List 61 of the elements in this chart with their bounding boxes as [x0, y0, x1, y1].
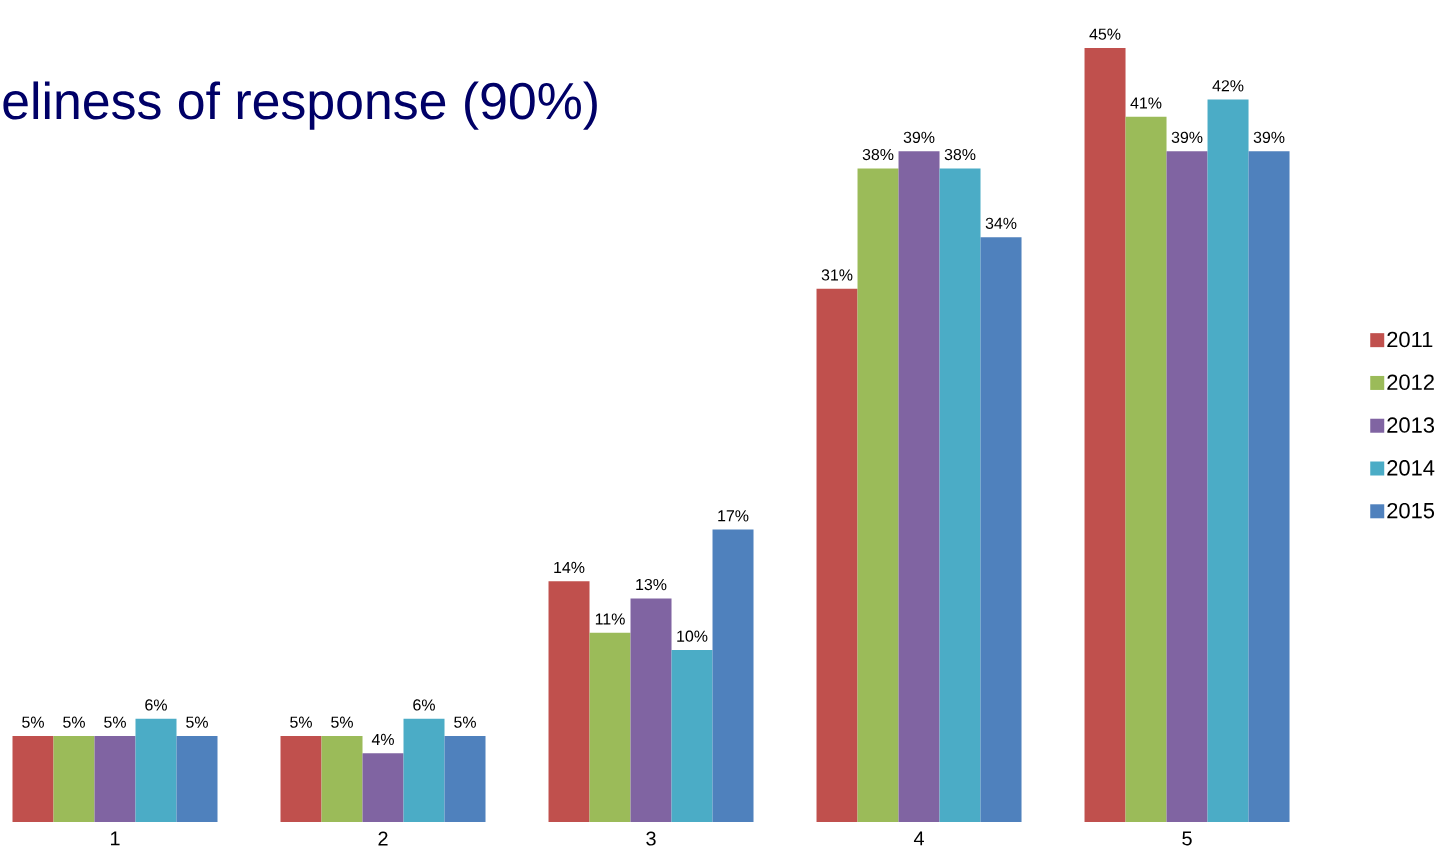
x-tick-label: 1: [110, 831, 120, 846]
data-label: 5%: [22, 716, 44, 728]
x-tick-label: 2: [378, 831, 388, 846]
bar: [671, 649, 713, 822]
data-label: 39%: [903, 131, 935, 143]
bar: [816, 288, 858, 822]
data-label: 5%: [63, 716, 85, 728]
bar: [176, 736, 218, 822]
bar: [548, 581, 590, 822]
data-label: 4%: [371, 733, 394, 745]
data-label: 45%: [1089, 28, 1121, 40]
bar: [1084, 47, 1126, 822]
data-label: 38%: [862, 148, 894, 161]
bar: [444, 736, 486, 822]
bar: [589, 632, 631, 822]
data-label: 13%: [636, 578, 667, 591]
legend-label: 2013: [1387, 417, 1435, 433]
bar: [53, 736, 95, 822]
bar: [321, 736, 363, 822]
data-label: 5%: [454, 716, 476, 728]
bar: [980, 237, 1022, 822]
bar: [712, 529, 754, 822]
bar: [1248, 151, 1290, 822]
bar: [280, 736, 322, 822]
data-label: 5%: [331, 716, 353, 728]
bar: [403, 718, 445, 822]
data-label: 10%: [677, 630, 708, 642]
data-label: 39%: [1253, 131, 1285, 143]
bar: [12, 736, 54, 822]
data-label: 11%: [595, 613, 625, 625]
bar: [94, 736, 136, 822]
data-label: 38%: [944, 148, 976, 161]
data-label: 5%: [290, 716, 312, 728]
data-label: 34%: [985, 217, 1017, 229]
bar: [630, 598, 672, 822]
bar: [1125, 116, 1167, 822]
data-label: 41%: [1130, 97, 1162, 109]
data-label: 6%: [413, 699, 435, 711]
data-label: 5%: [104, 716, 126, 728]
bar: [135, 718, 177, 822]
data-label: 6%: [145, 699, 167, 711]
bar: [1166, 151, 1208, 822]
bar: [898, 151, 940, 822]
bar: [939, 168, 981, 822]
bar: [362, 753, 404, 822]
data-label: 17%: [718, 510, 749, 522]
x-tick-label: 5: [1182, 831, 1192, 846]
data-label: 42%: [1212, 80, 1244, 92]
data-label: 39%: [1171, 131, 1203, 143]
text: eliness of response (90%): [3, 81, 597, 130]
x-tick-label: 3: [646, 831, 656, 846]
legend-label: 2012: [1387, 374, 1434, 391]
legend-label: 2015: [1387, 502, 1435, 519]
legend-label: 2011: [1387, 331, 1433, 348]
data-label: 31%: [821, 269, 853, 281]
data-label: 14%: [554, 561, 585, 573]
data-label: 5%: [186, 716, 208, 728]
legend-label: 2014: [1387, 460, 1435, 476]
bar: [857, 168, 899, 822]
bar: [1207, 99, 1249, 822]
x-tick-label: 4: [913, 831, 924, 846]
